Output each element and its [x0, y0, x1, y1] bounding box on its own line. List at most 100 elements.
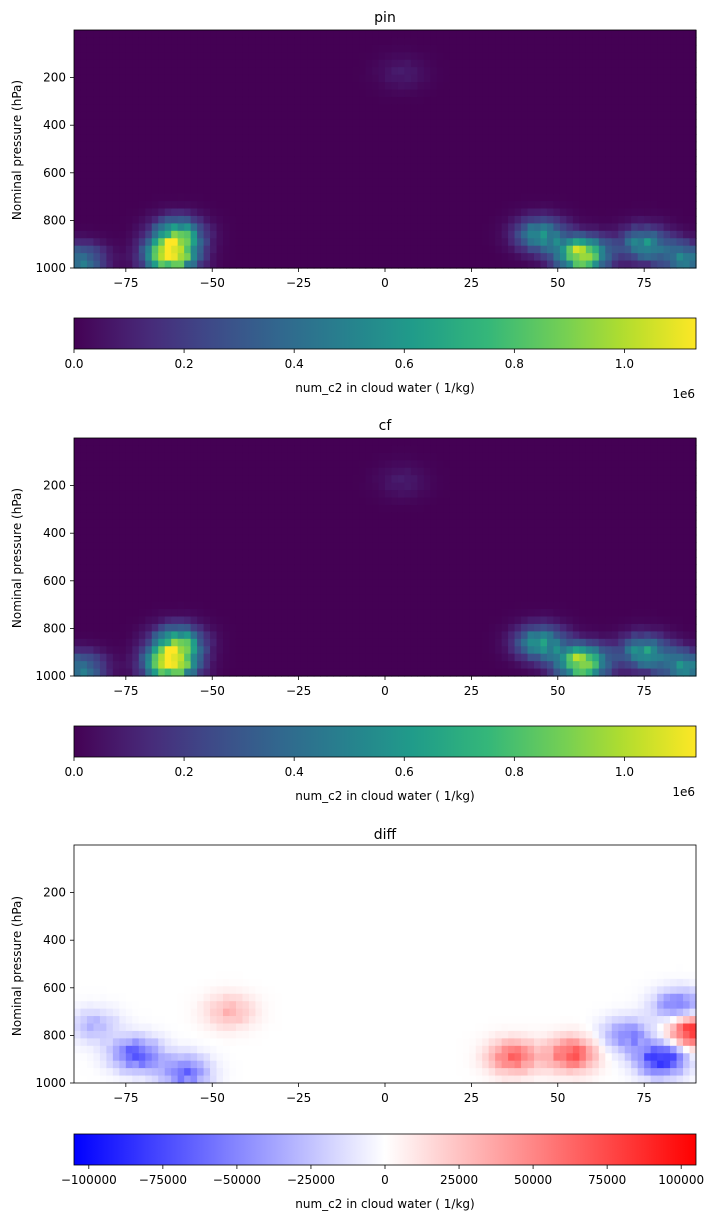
heatmap-cell	[372, 445, 380, 454]
heatmap-cell	[469, 260, 477, 269]
heatmap-cell	[546, 67, 555, 76]
heatmap-cell	[566, 134, 574, 143]
heatmap-cell	[508, 141, 516, 150]
heatmap-cell	[93, 564, 101, 573]
heatmap-cell	[99, 245, 107, 254]
heatmap-cell	[670, 37, 678, 46]
heatmap-cell	[281, 646, 289, 655]
heatmap-cell	[138, 245, 146, 254]
heatmap-cell	[410, 74, 418, 83]
heatmap-cell	[255, 564, 263, 573]
heatmap-cell	[184, 564, 192, 573]
heatmap-cell	[158, 497, 166, 506]
heatmap-cell	[475, 163, 483, 172]
heatmap-cell	[540, 186, 548, 195]
heatmap-cell	[436, 238, 444, 247]
heatmap-cell	[313, 126, 321, 135]
heatmap-cell	[339, 564, 347, 573]
heatmap-cell	[287, 44, 295, 53]
heatmap-cell	[255, 438, 263, 447]
heatmap-cell	[164, 646, 172, 655]
heatmap-cell	[203, 564, 211, 573]
heatmap-cell	[320, 59, 328, 68]
heatmap-cell	[663, 119, 671, 128]
heatmap-cell	[670, 163, 678, 172]
heatmap-cell	[508, 74, 516, 83]
heatmap-cell	[410, 37, 418, 46]
heatmap-cell	[546, 230, 555, 239]
heatmap-cell	[365, 504, 373, 513]
heatmap-cell	[508, 171, 516, 180]
heatmap-cell	[190, 438, 198, 447]
heatmap-cell	[158, 201, 166, 210]
heatmap-cell	[462, 30, 470, 39]
heatmap-cell	[235, 104, 244, 113]
heatmap-cell	[313, 134, 321, 143]
heatmap-cell	[287, 571, 295, 580]
heatmap-cell	[423, 668, 431, 677]
heatmap-cell	[391, 534, 399, 543]
heatmap-cell	[164, 44, 172, 53]
heatmap-cell	[404, 564, 412, 573]
heatmap-cell	[378, 238, 386, 247]
heatmap-cell	[410, 30, 418, 39]
heatmap-cell	[106, 126, 114, 135]
heatmap-cell	[352, 215, 360, 224]
heatmap-cell	[125, 156, 133, 165]
heatmap-cell	[235, 482, 244, 491]
heatmap-cell	[164, 193, 172, 202]
heatmap-cell	[359, 223, 367, 232]
heatmap-cell	[125, 579, 133, 588]
heatmap-cell	[624, 238, 632, 247]
heatmap-cell	[294, 542, 302, 551]
heatmap-cell	[171, 638, 179, 647]
heatmap-cell	[559, 126, 568, 135]
heatmap-cell	[125, 475, 133, 484]
heatmap-cell	[469, 253, 477, 262]
heatmap-cell	[391, 223, 399, 232]
heatmap-cell	[235, 193, 244, 202]
heatmap-cell	[359, 253, 367, 262]
heatmap-cell	[235, 623, 244, 632]
heatmap-cell	[287, 186, 295, 195]
heatmap-cell	[546, 215, 555, 224]
heatmap-cell	[352, 579, 360, 588]
heatmap-cell	[423, 579, 431, 588]
heatmap-cell	[352, 497, 360, 506]
heatmap-cell	[514, 193, 522, 202]
heatmap-cell	[521, 134, 529, 143]
heatmap-cell	[210, 215, 218, 224]
heatmap-cell	[320, 467, 328, 476]
heatmap-cell	[229, 141, 237, 150]
heatmap-cell	[287, 156, 295, 165]
heatmap-cell	[235, 119, 244, 128]
heatmap-cell	[216, 564, 224, 573]
heatmap-cell	[171, 223, 179, 232]
heatmap-cell	[268, 67, 276, 76]
heatmap-cell	[423, 230, 431, 239]
heatmap-cell	[106, 519, 114, 528]
heatmap-cell	[274, 141, 282, 150]
heatmap-cell	[521, 260, 529, 269]
heatmap-cell	[579, 67, 587, 76]
heatmap-cell	[229, 59, 237, 68]
heatmap-cell	[177, 208, 185, 217]
heatmap-cell	[255, 638, 263, 647]
heatmap-cell	[242, 238, 250, 247]
heatmap-cell	[657, 260, 665, 269]
heatmap-cell	[385, 44, 393, 53]
heatmap-cell	[268, 126, 276, 135]
heatmap-cell	[281, 527, 289, 536]
heatmap-cell	[598, 215, 606, 224]
heatmap-cell	[566, 89, 574, 98]
heatmap-cell	[274, 460, 282, 469]
heatmap-cell	[151, 601, 159, 610]
heatmap-cell	[514, 163, 522, 172]
heatmap-cell	[443, 260, 451, 269]
heatmap-cell	[164, 542, 172, 551]
heatmap-cell	[443, 134, 451, 143]
heatmap-cell	[644, 67, 652, 76]
heatmap-cell	[274, 571, 282, 580]
heatmap-cell	[294, 668, 302, 677]
heatmap-cell	[333, 119, 341, 128]
